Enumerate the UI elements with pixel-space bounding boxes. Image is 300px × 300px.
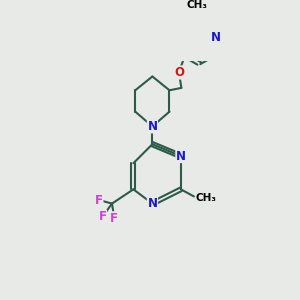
Text: N: N xyxy=(211,31,221,44)
Text: N: N xyxy=(147,120,158,133)
Text: N: N xyxy=(176,150,186,163)
Text: CH₃: CH₃ xyxy=(196,194,217,203)
Text: O: O xyxy=(174,66,184,79)
Text: N: N xyxy=(147,197,158,210)
Text: F: F xyxy=(95,194,103,206)
Text: F: F xyxy=(110,212,118,225)
Text: F: F xyxy=(98,210,106,223)
Text: CH₃: CH₃ xyxy=(186,0,207,10)
